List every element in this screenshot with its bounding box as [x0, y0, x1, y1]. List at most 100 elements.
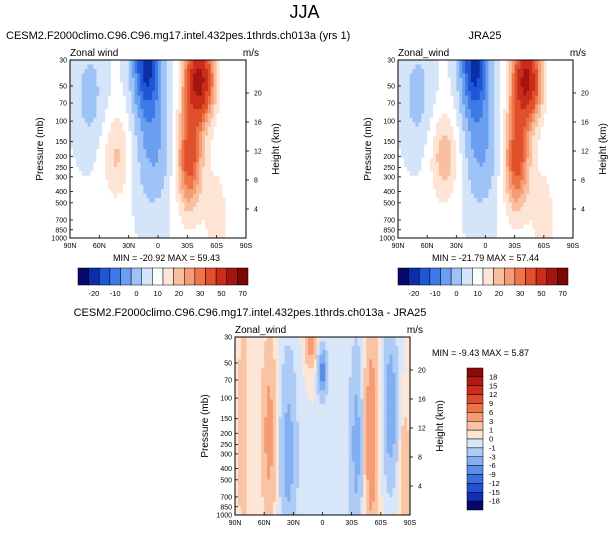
heatmap-cell	[99, 220, 103, 226]
heatmap-cell	[497, 149, 501, 154]
heatmap-cell	[415, 220, 419, 226]
heatmap-cell	[444, 91, 448, 96]
heatmap-cell	[421, 220, 425, 226]
heatmap-cell	[485, 95, 489, 101]
heatmap-cell	[479, 229, 483, 234]
heatmap-cell	[146, 122, 150, 128]
y-tick-label: 70	[59, 101, 67, 108]
heatmap-cell	[128, 153, 132, 159]
heatmap-cell	[567, 64, 571, 70]
heatmap-cell	[207, 122, 212, 128]
heatmap-cell	[412, 82, 416, 88]
heatmap-cell	[505, 220, 510, 226]
heatmap-cell	[494, 162, 498, 168]
heatmap-cell	[202, 149, 206, 154]
heatmap-cell	[564, 202, 568, 208]
heatmap-cell	[163, 95, 168, 101]
heatmap-cell	[447, 166, 451, 172]
heatmap-cell	[511, 206, 516, 212]
heatmap-cell	[424, 224, 428, 230]
heatmap-cell	[99, 131, 103, 137]
heatmap-cell	[564, 131, 568, 137]
heatmap-cell	[558, 117, 562, 123]
heatmap-cell	[231, 82, 235, 88]
heatmap-cell	[102, 60, 106, 65]
heatmap-cell	[508, 122, 513, 128]
heatmap-cell	[558, 211, 562, 217]
heatmap-cell	[119, 64, 124, 70]
heatmap-cell	[400, 189, 405, 194]
heatmap-cell	[216, 60, 220, 65]
units-label: m/s	[243, 48, 259, 59]
heatmap-cell	[96, 108, 100, 114]
heatmap-cell	[412, 144, 416, 150]
heatmap-cell	[81, 189, 86, 194]
heatmap-cell	[520, 202, 524, 208]
heatmap-cell	[114, 113, 118, 119]
y-tick-label: 150	[383, 139, 395, 146]
heatmap-cell	[453, 180, 457, 185]
heatmap-cell	[491, 180, 495, 185]
heatmap-cell	[523, 180, 527, 185]
heatmap-cell	[500, 108, 504, 114]
heatmap-cell	[535, 193, 539, 199]
heatmap-cell	[169, 197, 174, 203]
heatmap-cell	[213, 117, 218, 123]
heatmap-cell	[122, 113, 127, 119]
heatmap-cell	[143, 131, 147, 137]
heatmap-cell	[240, 153, 244, 159]
heatmap-cell	[213, 189, 218, 194]
heatmap-cell	[225, 108, 229, 114]
heatmap-cell	[155, 162, 159, 168]
heatmap-cell	[222, 60, 226, 65]
heatmap-cell	[529, 184, 533, 190]
heatmap-cell	[561, 126, 565, 132]
heatmap-cell	[169, 153, 174, 159]
heatmap-cell	[433, 175, 437, 181]
heatmap-cell	[181, 166, 185, 172]
heatmap-cell	[158, 68, 162, 74]
heatmap-cell	[555, 122, 559, 128]
heatmap-cell	[140, 131, 144, 137]
heatmap-cell	[529, 68, 533, 74]
heatmap-cell	[72, 171, 77, 177]
heatmap-cell	[453, 224, 457, 230]
heatmap-cell	[398, 117, 402, 123]
heatmap-cell	[116, 229, 121, 234]
heatmap-cell	[438, 166, 443, 172]
heatmap-cell	[526, 117, 530, 123]
heatmap-cell	[433, 100, 437, 105]
heatmap-cell	[199, 229, 203, 234]
heatmap-cell	[222, 126, 226, 132]
heatmap-cell	[181, 117, 185, 123]
heatmap-cell	[204, 117, 209, 123]
heatmap-cell	[549, 113, 553, 119]
heatmap-cell	[450, 149, 454, 154]
heatmap-cell	[564, 126, 568, 132]
heatmap-cell	[160, 104, 165, 110]
heatmap-cell	[219, 135, 223, 141]
heatmap-cell	[438, 131, 443, 137]
heatmap-cell	[187, 144, 191, 150]
heatmap-cell	[456, 233, 460, 239]
heatmap-cell	[111, 175, 115, 181]
heatmap-cell	[152, 113, 156, 119]
heatmap-cell	[202, 175, 206, 181]
heatmap-cell	[178, 91, 182, 96]
heatmap-cell	[549, 64, 553, 70]
heatmap-cell	[213, 104, 218, 110]
heatmap-cell	[424, 233, 428, 239]
heatmap-cell	[412, 140, 416, 145]
heatmap-cell	[505, 184, 510, 190]
heatmap-cell	[81, 224, 86, 230]
heatmap-cell	[398, 149, 402, 154]
heatmap-cell	[84, 184, 88, 190]
heatmap-cell	[216, 68, 220, 74]
heatmap-cell	[213, 193, 218, 199]
heatmap-cell	[505, 166, 510, 172]
heatmap-cell	[570, 171, 574, 177]
heatmap-cell	[438, 157, 443, 163]
heatmap-cell	[511, 202, 516, 208]
heatmap-cell	[237, 377, 242, 382]
heatmap-cell	[538, 233, 542, 239]
